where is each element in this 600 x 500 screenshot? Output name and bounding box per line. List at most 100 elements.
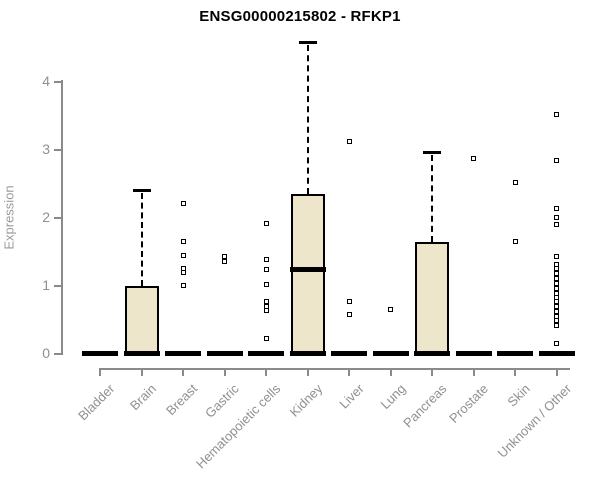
x-tick-label: Brain [127,381,160,414]
x-tick [140,368,143,376]
median-line [289,266,326,272]
box [415,242,449,354]
y-tick [54,284,62,287]
x-tick [265,368,267,376]
x-tick [182,368,184,376]
outlier-point [263,303,269,309]
outlier-point [346,311,352,317]
whisker [140,192,143,286]
box [290,194,325,354]
hinge-line [289,351,326,356]
x-tick-label: Liver [336,381,367,412]
x-tick-label: Prostate [446,381,492,426]
x-tick-label: Kidney [286,381,326,420]
y-tick [54,216,62,219]
whisker-cap [298,41,317,45]
x-tick [514,368,516,376]
outlier-point [554,254,559,260]
outlier-point [554,222,559,228]
outlier-point [222,254,227,260]
outlier-point [554,205,559,211]
outlier-point [554,281,559,287]
outlier-point [263,266,269,272]
outlier-point [180,253,186,259]
y-tick-label: 2 [42,208,50,225]
hinge-line [248,351,284,356]
y-tick-label: 1 [42,276,50,293]
x-tick-label: Lung [377,381,409,413]
x-tick-label: Skin [504,381,533,410]
outlier-point [180,239,186,245]
x-tick [348,368,350,376]
y-tick-label: 0 [42,344,50,361]
outlier-point [554,308,559,314]
hinge-line [82,351,118,356]
x-tick [223,368,226,376]
x-tick [99,368,101,376]
hinge-line [414,351,450,356]
hinge-line [206,351,243,356]
outlier-point [263,220,269,226]
whisker-cap [423,151,441,155]
outlier-point [263,281,269,287]
hinge-line [455,351,492,356]
outlier-point [554,285,559,291]
x-tick-label: Bladder [75,381,118,424]
outlier-point [554,276,559,282]
outlier-point [554,290,559,296]
x-tick [389,368,392,376]
outlier-point [180,201,186,207]
outlier-point [263,336,269,342]
outlier-point [222,258,227,264]
y-tick-label: 3 [42,141,50,158]
outlier-point [346,299,352,305]
outlier-point [180,270,186,276]
x-tick-label: Gastric [202,381,243,421]
x-tick-label: Breast [163,381,201,419]
outlier-point [554,323,559,329]
outlier-point [554,313,559,319]
hinge-line [538,351,575,356]
y-axis-line [61,80,63,355]
outlier-point [180,265,186,271]
outlier-point [554,270,559,276]
x-axis-line [99,368,570,370]
x-tick [306,368,309,376]
outlier-point [554,111,559,117]
whisker [306,44,309,195]
outlier-point [554,261,559,267]
hinge-line [123,351,160,356]
outlier-point [512,180,518,186]
outlier-point [346,138,352,144]
outlier-point [554,340,559,346]
outlier-point [554,266,559,272]
y-tick [54,81,62,84]
hinge-line [331,351,367,356]
x-tick [555,368,558,376]
outlier-point [554,304,559,310]
outlier-point [512,239,518,245]
y-tick [54,352,62,355]
outlier-point [263,256,269,262]
y-tick-label: 4 [42,73,50,90]
x-tick [472,368,475,376]
outlier-point [180,283,186,289]
chart-title: ENSG00000215802 - RFKP1 [199,8,401,25]
outlier-point [388,306,393,312]
y-tick [54,149,62,152]
box [124,285,159,354]
outlier-point [471,156,476,162]
whisker-cap [132,189,151,193]
outlier-point [554,299,559,305]
outlier-point [263,308,269,314]
whisker [431,154,433,243]
outlier-point [554,318,559,324]
x-tick-label: Pancreas [400,381,450,431]
x-tick [431,368,433,376]
outlier-point [554,157,559,163]
hinge-line [497,351,533,356]
hinge-line [372,351,409,356]
hinge-line [165,351,201,356]
